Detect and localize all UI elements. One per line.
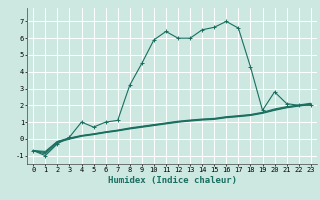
X-axis label: Humidex (Indice chaleur): Humidex (Indice chaleur) <box>108 176 236 185</box>
